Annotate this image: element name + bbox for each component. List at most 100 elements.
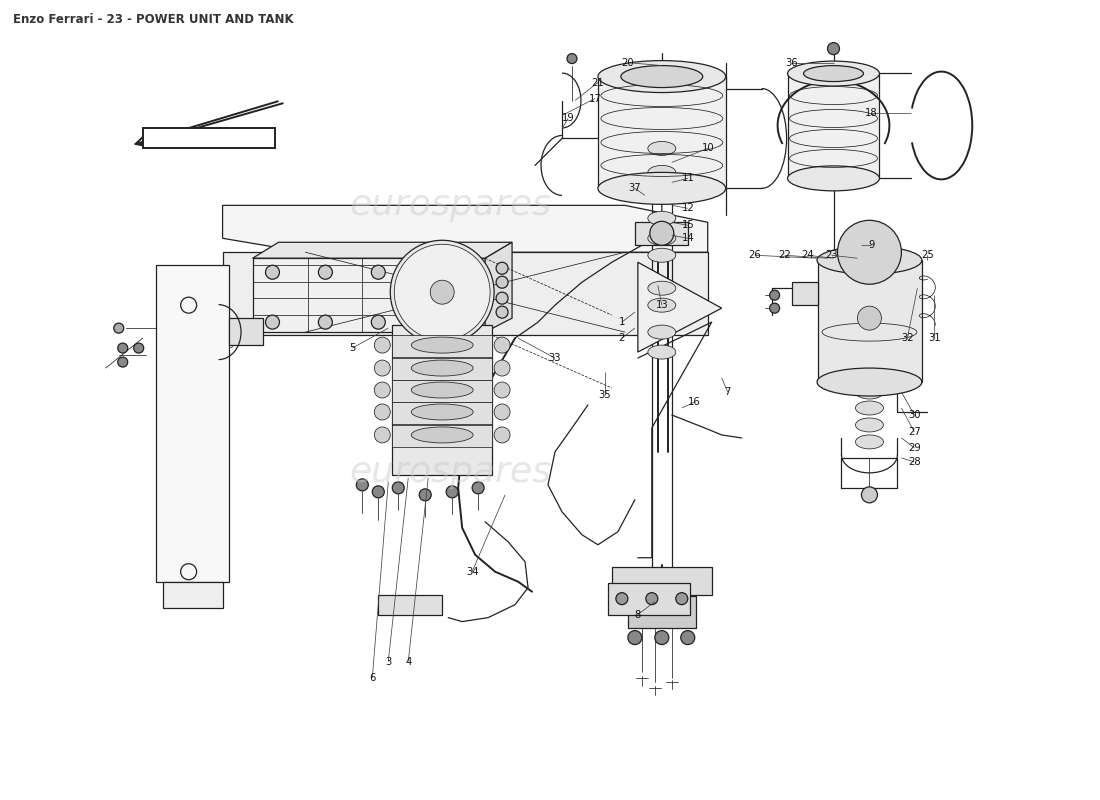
Circle shape bbox=[430, 280, 454, 304]
Bar bbox=[788, 74, 879, 178]
Polygon shape bbox=[229, 318, 263, 345]
Polygon shape bbox=[253, 258, 485, 332]
Circle shape bbox=[496, 292, 508, 304]
Ellipse shape bbox=[648, 188, 675, 202]
Ellipse shape bbox=[856, 418, 883, 432]
Circle shape bbox=[566, 54, 578, 63]
Circle shape bbox=[394, 244, 491, 340]
Polygon shape bbox=[378, 594, 442, 614]
Circle shape bbox=[118, 357, 128, 367]
Ellipse shape bbox=[648, 211, 675, 226]
Circle shape bbox=[858, 306, 881, 330]
Text: 16: 16 bbox=[689, 397, 701, 407]
Circle shape bbox=[675, 593, 688, 605]
Circle shape bbox=[827, 42, 839, 54]
Ellipse shape bbox=[856, 385, 883, 399]
Text: 36: 36 bbox=[785, 58, 798, 67]
Text: 35: 35 bbox=[598, 390, 612, 400]
Circle shape bbox=[318, 266, 332, 279]
Polygon shape bbox=[485, 242, 513, 332]
Text: 14: 14 bbox=[681, 234, 694, 243]
Circle shape bbox=[770, 290, 780, 300]
Ellipse shape bbox=[620, 66, 703, 87]
Text: 21: 21 bbox=[592, 78, 604, 87]
Ellipse shape bbox=[648, 325, 675, 339]
Polygon shape bbox=[143, 129, 275, 149]
Circle shape bbox=[393, 482, 405, 494]
Ellipse shape bbox=[648, 282, 675, 295]
Ellipse shape bbox=[648, 231, 675, 246]
Circle shape bbox=[447, 486, 459, 498]
Text: 25: 25 bbox=[921, 250, 934, 260]
Text: 15: 15 bbox=[681, 220, 694, 230]
Circle shape bbox=[646, 593, 658, 605]
Circle shape bbox=[494, 404, 510, 420]
Text: 29: 29 bbox=[908, 443, 921, 453]
Text: 6: 6 bbox=[370, 673, 375, 682]
Circle shape bbox=[496, 276, 508, 288]
Text: 24: 24 bbox=[801, 250, 814, 260]
Circle shape bbox=[616, 593, 628, 605]
Circle shape bbox=[118, 343, 128, 353]
Bar bbox=[628, 596, 695, 628]
Circle shape bbox=[654, 630, 669, 645]
Text: 7: 7 bbox=[725, 387, 730, 397]
Ellipse shape bbox=[817, 368, 922, 396]
Circle shape bbox=[472, 482, 484, 494]
Ellipse shape bbox=[648, 298, 675, 312]
Bar bbox=[393, 425, 492, 447]
Text: 33: 33 bbox=[549, 353, 561, 363]
Ellipse shape bbox=[411, 382, 473, 398]
Ellipse shape bbox=[411, 360, 473, 376]
Ellipse shape bbox=[648, 248, 675, 262]
Text: Enzo Ferrari - 23 - POWER UNIT AND TANK: Enzo Ferrari - 23 - POWER UNIT AND TANK bbox=[13, 13, 294, 26]
Ellipse shape bbox=[411, 337, 473, 353]
Text: 18: 18 bbox=[865, 107, 878, 118]
Circle shape bbox=[372, 266, 385, 279]
Circle shape bbox=[419, 489, 431, 501]
Circle shape bbox=[318, 315, 332, 329]
Ellipse shape bbox=[648, 166, 675, 179]
Circle shape bbox=[374, 427, 390, 443]
Circle shape bbox=[494, 360, 510, 376]
Text: 31: 31 bbox=[928, 333, 940, 343]
Ellipse shape bbox=[856, 401, 883, 415]
Text: 8: 8 bbox=[635, 610, 641, 620]
Circle shape bbox=[374, 360, 390, 376]
Polygon shape bbox=[393, 325, 492, 475]
Circle shape bbox=[861, 487, 878, 503]
Polygon shape bbox=[792, 282, 817, 305]
Ellipse shape bbox=[598, 172, 726, 204]
Circle shape bbox=[113, 323, 123, 333]
Polygon shape bbox=[253, 242, 513, 258]
Circle shape bbox=[496, 306, 508, 318]
Text: 5: 5 bbox=[349, 343, 355, 353]
Bar bbox=[612, 566, 712, 594]
Circle shape bbox=[374, 382, 390, 398]
Circle shape bbox=[390, 240, 494, 344]
Bar bbox=[608, 582, 690, 614]
Text: 26: 26 bbox=[748, 250, 761, 260]
Circle shape bbox=[494, 427, 510, 443]
Circle shape bbox=[374, 337, 390, 353]
Polygon shape bbox=[156, 266, 229, 582]
Polygon shape bbox=[163, 582, 222, 608]
Circle shape bbox=[650, 222, 674, 246]
Text: 4: 4 bbox=[405, 657, 411, 666]
Circle shape bbox=[134, 343, 144, 353]
Circle shape bbox=[265, 315, 279, 329]
Ellipse shape bbox=[411, 427, 473, 443]
Text: 28: 28 bbox=[909, 457, 921, 467]
Text: 19: 19 bbox=[562, 114, 574, 123]
Circle shape bbox=[372, 486, 384, 498]
Text: 1: 1 bbox=[618, 317, 625, 327]
Ellipse shape bbox=[856, 435, 883, 449]
Polygon shape bbox=[635, 222, 688, 246]
Circle shape bbox=[494, 382, 510, 398]
Bar bbox=[598, 77, 726, 188]
Circle shape bbox=[426, 266, 439, 279]
Ellipse shape bbox=[411, 404, 473, 420]
Ellipse shape bbox=[804, 66, 864, 82]
Text: 37: 37 bbox=[628, 183, 641, 194]
Circle shape bbox=[372, 315, 385, 329]
